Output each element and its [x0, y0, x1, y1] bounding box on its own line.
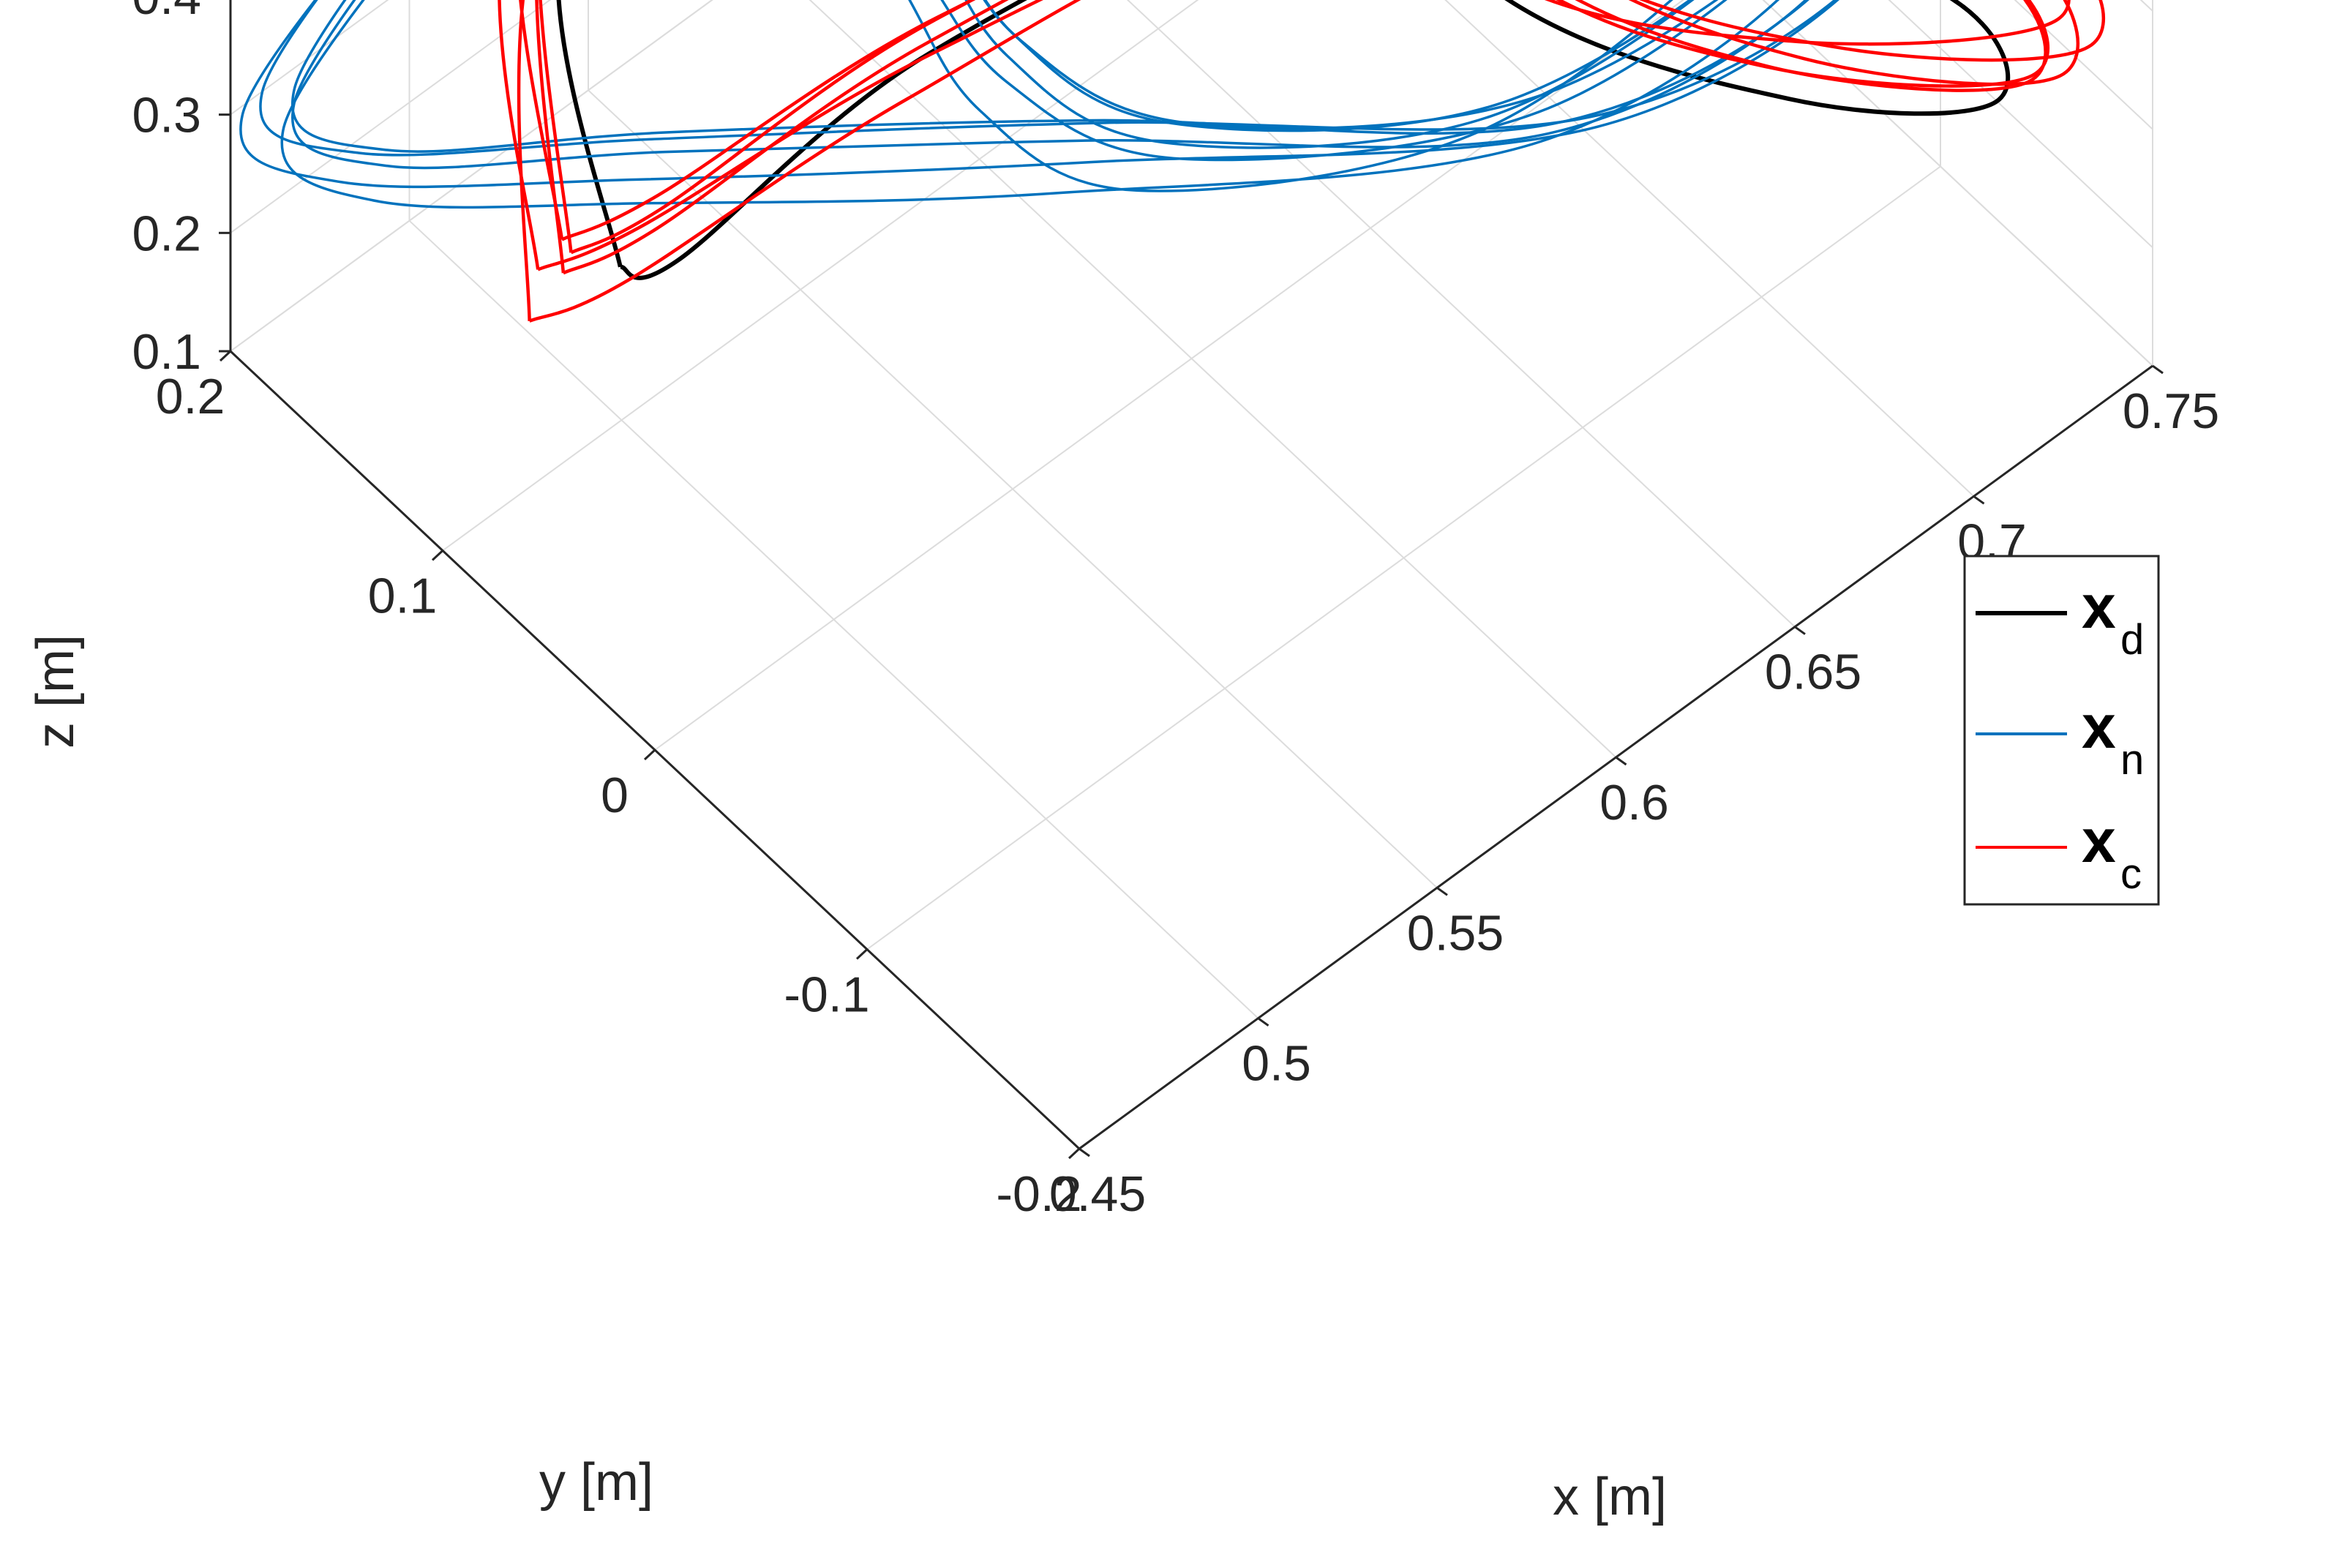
z-tick-label: 0.3 [132, 88, 201, 143]
series-line-c [535, 0, 2050, 275]
axes-layer [229, 0, 2153, 1150]
series-xd [556, 0, 2011, 280]
y-tick-label: 0.1 [368, 569, 438, 624]
y-tick [1068, 1147, 1081, 1160]
grid-line [442, 0, 1199, 552]
x-tick [1257, 1017, 1269, 1027]
y-axis-label: y [m] [539, 1453, 653, 1512]
series-line-n [291, 0, 1808, 170]
legend: x d x n x c [1963, 555, 2160, 906]
y-tick-label: 0 [601, 768, 629, 823]
z-tick-label: 0.1 [132, 324, 201, 380]
y-tick-label: -0.2 [996, 1166, 1081, 1222]
x-tick-label: 0.5 [1242, 1036, 1311, 1092]
x-tick [1794, 626, 1806, 635]
z-axis-label: z [m] [26, 634, 85, 749]
x-tick-label: 0.6 [1599, 775, 1669, 830]
series-xn [239, 0, 1839, 209]
x-tick [1079, 1147, 1090, 1158]
grid-line [1888, 0, 2153, 249]
grid-line [1762, 0, 2153, 367]
grid-line [230, 0, 713, 352]
y-tick-label: -0.1 [784, 967, 869, 1023]
x-tick [1436, 887, 1448, 896]
series-line-n [280, 0, 1780, 209]
series-line-n [291, 0, 1809, 153]
series-layer [239, 0, 2106, 323]
x-tick [1615, 756, 1627, 766]
series-xc [498, 0, 2106, 323]
y-tick [431, 549, 444, 561]
series-line-n [259, 0, 1837, 157]
grid-line [654, 0, 1685, 751]
x-tick-label: 0.65 [1765, 645, 1861, 700]
series-line-n [239, 0, 1839, 189]
grid-layer [230, 0, 2153, 1149]
series-line-c [539, 0, 2047, 255]
x-tick [2152, 364, 2164, 375]
legend-entry-xd: x d [1976, 572, 2144, 664]
z-tick-label: 0.2 [132, 206, 201, 261]
grid-line [230, 0, 552, 234]
x-tick-label: 0.75 [2123, 383, 2219, 439]
x-tick-label: 0.45 [1049, 1166, 1146, 1222]
x-axis-label: x [m] [1553, 1468, 1667, 1526]
x-tick [1973, 495, 1985, 505]
y-tick [219, 350, 232, 362]
legend-symbol-xn: x [2082, 692, 2116, 761]
y-axis-line [229, 350, 1081, 1150]
tick-labels: 0.450.50.550.60.650.70.75-0.2-0.100.10.2… [132, 0, 2219, 1222]
legend-subscript-xc: c [2120, 850, 2142, 898]
legend-entry-xn: x n [1976, 692, 2144, 784]
legend-symbol-xc: x [2082, 806, 2116, 875]
legend-symbol-xd: x [2082, 572, 2116, 641]
grid-line [230, 0, 389, 116]
grid-line [2014, 0, 2153, 130]
legend-entry-xc: x c [1976, 806, 2142, 898]
series-line-d [556, 0, 2011, 280]
y-tick [643, 749, 656, 761]
z-tick-label: 0.4 [132, 0, 201, 25]
y-tick [855, 948, 869, 960]
legend-subscript-xn: n [2120, 736, 2144, 784]
x-tick-label: 0.55 [1407, 905, 1504, 961]
legend-subscript-xd: d [2120, 616, 2144, 664]
grid-line [866, 165, 1941, 950]
series-line-c [517, 0, 2071, 323]
series-line-c [498, 0, 2106, 271]
series-line-c [519, 0, 2079, 241]
y-tick-label: 0.2 [156, 369, 225, 424]
grid-line [1444, 0, 1975, 498]
